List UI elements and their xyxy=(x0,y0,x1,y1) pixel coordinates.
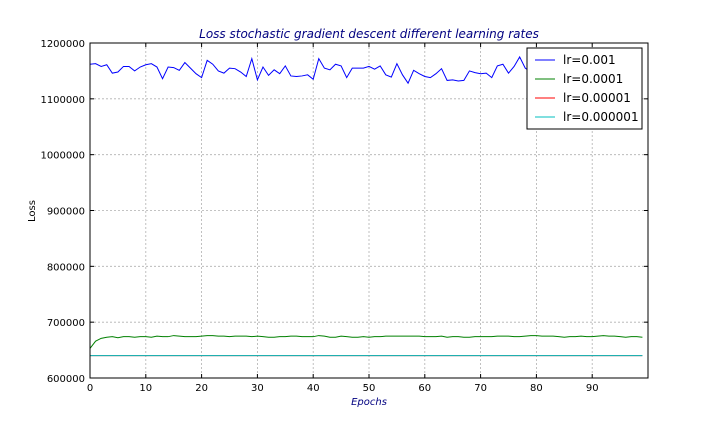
x-tick-label: 60 xyxy=(418,383,431,394)
legend-label-1: lr=0.0001 xyxy=(563,72,623,86)
chart-title: Loss stochastic gradient descent differe… xyxy=(199,27,539,41)
x-tick-label: 30 xyxy=(251,383,264,394)
x-tick-label: 0 xyxy=(87,383,93,394)
legend-box xyxy=(526,47,643,130)
y-tick-label: 1000000 xyxy=(40,151,85,162)
y-tick-label: 800000 xyxy=(47,262,85,273)
y-tick-label: 1100000 xyxy=(40,95,85,106)
legend: lr=0.001 lr=0.0001 lr=0.00001 lr=0.000001 xyxy=(526,47,643,130)
y-tick-label: 900000 xyxy=(47,207,85,218)
x-axis-label: Epochs xyxy=(351,397,387,408)
x-tick-label: 10 xyxy=(139,383,152,394)
legend-label-0: lr=0.001 xyxy=(563,53,616,67)
y-tick-label: 1200000 xyxy=(40,39,85,50)
y-axis-label: Loss xyxy=(27,200,38,222)
x-tick-label: 50 xyxy=(363,383,376,394)
x-tick-label: 80 xyxy=(530,383,543,394)
x-tick-label: 70 xyxy=(474,383,487,394)
x-tick-label: 90 xyxy=(586,383,599,394)
legend-label-3: lr=0.000001 xyxy=(563,110,639,124)
legend-label-2: lr=0.00001 xyxy=(563,91,631,105)
y-tick-label: 600000 xyxy=(47,374,85,385)
x-tick-label: 20 xyxy=(195,383,208,394)
series-line-1 xyxy=(89,335,643,349)
x-tick-label: 40 xyxy=(307,383,320,394)
axis-ticks: 0 10 20 30 40 50 60 70 80 90 600000 700000 800000 900… xyxy=(40,39,648,394)
y-tick-label: 700000 xyxy=(47,318,85,329)
